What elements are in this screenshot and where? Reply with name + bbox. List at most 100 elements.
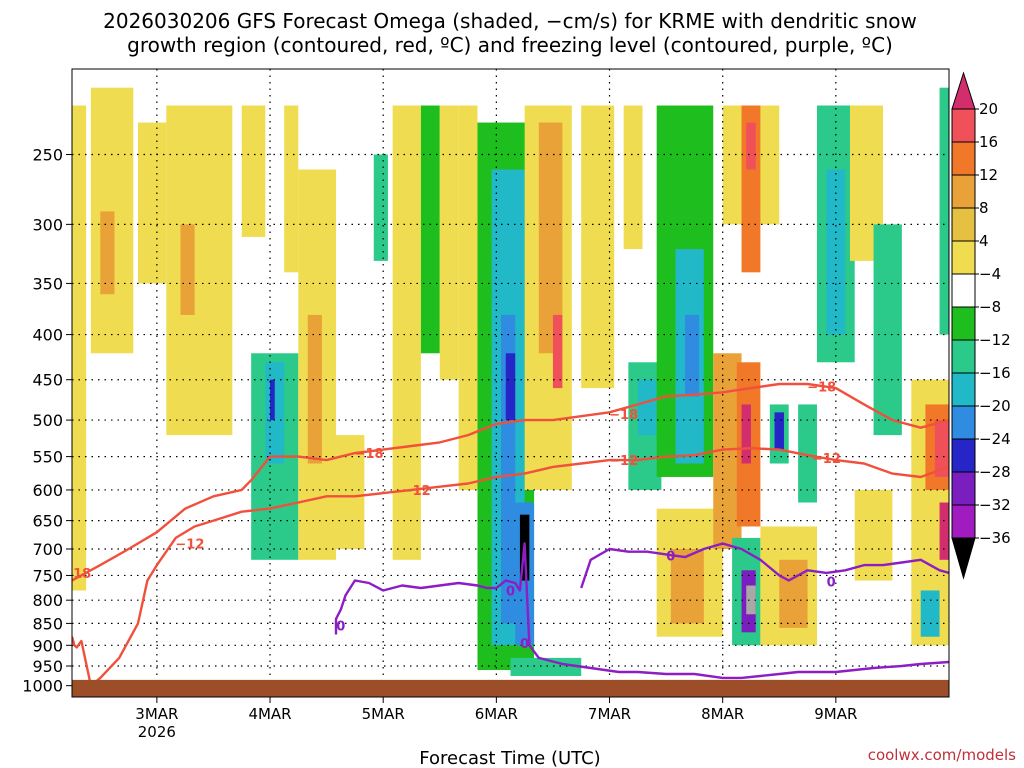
x-tick-label: 6MAR [475,705,518,723]
colorbar-bin [951,306,976,341]
dgz-contour-label: −18 [355,447,384,462]
omega-cell [873,224,902,436]
chart-title-line-2: growth region (contoured, red, ºC) and f… [127,33,893,57]
chart-title-line-1: 2026030206 GFS Forecast Omega (shaded, −… [103,9,917,33]
x-tick-label: 9MAR [814,705,857,723]
dgz-contour-label: −12 [175,537,204,552]
plot-area: −18 −18 −18 −18 −12 −12 −12 −12 0 0 0 0 0 [62,68,950,698]
y-tick-label: 250 [32,145,63,164]
colorbar-top-triangle [951,71,976,110]
colorbar: 20 16 12 8 4 −4 −8 −12 −16 −20 −24 −28 −32 −36 [951,71,1011,580]
y-tick-label: 300 [32,215,63,234]
y-tick-label: 450 [32,371,63,390]
freezing-contour-label: 0 [520,637,529,652]
y-tick-label: 950 [32,657,63,676]
grid-lines [72,69,949,697]
colorbar-bin [951,273,976,308]
omega-cell [746,585,756,615]
y-tick-label: 500 [32,411,63,430]
omega-cell [241,105,266,237]
x-tick-label: 4MAR [248,705,291,723]
colorbar-label: −28 [979,463,1011,481]
plot-frame [71,68,950,698]
freezing-contour-line [334,542,949,680]
colorbar-bin [951,207,976,242]
y-tick-label: 400 [32,326,63,345]
colorbar-bin [951,438,976,473]
colorbar-label: −4 [979,265,1001,283]
omega-cell [458,105,478,490]
dgz-contour-label: −18 [807,380,836,395]
dgz-contour-label: −12 [812,452,841,467]
colorbar-label: 20 [979,100,998,118]
y-tick-label: 850 [32,614,63,633]
colorbar-label: −36 [979,529,1011,547]
omega-cell [284,105,299,273]
x-tick-sublabel: 2026 [138,723,176,741]
omega-cell [138,122,167,284]
omega-cell [939,87,949,335]
omega-cell [779,559,808,628]
colorbar-bin [951,174,976,209]
y-tick-label: 600 [32,481,63,500]
x-tick-label: 3MAR [135,705,178,723]
colorbar-bin [951,240,976,275]
colorbar-bin [951,339,976,374]
omega-cell [741,404,751,464]
dgz-contour-label: −18 [62,567,91,582]
colorbar-bin [951,372,976,407]
colorbar-bin [951,471,976,506]
omega-cell [100,211,115,295]
omega-cell [920,590,940,637]
freezing-contour-label: 0 [827,576,836,591]
omega-cell [505,353,516,421]
omega-cell [581,105,615,389]
omega-cell [510,657,582,676]
omega-cell [552,314,563,389]
omega-cell [934,420,949,477]
omega-cell [538,122,563,354]
colorbar-label: −8 [979,298,1001,316]
colorbar-label: 4 [979,232,989,250]
omega-cell [420,105,440,354]
y-tick-label: 550 [32,448,63,467]
colorbar-label: −12 [979,331,1011,349]
colorbar-label: −20 [979,397,1011,415]
omega-cell [798,404,817,503]
omega-cell [746,122,756,170]
x-tick-label: 8MAR [701,705,744,723]
y-tick-label: 350 [32,274,63,293]
y-tick-label: 1000 [22,677,63,696]
omega-cell [637,379,657,436]
y-tick-label: 900 [32,636,63,655]
omega-cell [270,379,275,421]
freezing-contour-line [580,542,949,589]
dgz-contour-label: −12 [402,484,431,499]
y-tick-label: 700 [32,540,63,559]
omega-cell [684,314,700,397]
colorbar-bin [951,108,976,143]
omega-cell [939,502,949,560]
colorbar-label: 16 [979,133,998,151]
dgz-contour-line [72,382,949,582]
omega-cell [307,314,322,464]
freezing-contour-label: 0 [506,584,515,599]
x-tick-label: 5MAR [362,705,405,723]
colorbar-label: 12 [979,166,998,184]
colorbar-label: −24 [979,430,1011,448]
omega-cell [373,154,388,261]
omega-cell [623,105,643,250]
colorbar-bin [951,504,976,539]
omega-cell [392,105,421,560]
colorbar-bin [951,405,976,440]
dgz-contour-label: −18 [609,408,638,423]
colorbar-label: 8 [979,199,989,217]
colorbar-label: −16 [979,364,1011,382]
freezing-contour-label: 0 [336,620,345,635]
ground-surface [72,679,949,697]
colorbar-bin [951,141,976,176]
colorbar-bottom-triangle [951,537,976,580]
omega-shading [72,87,949,676]
